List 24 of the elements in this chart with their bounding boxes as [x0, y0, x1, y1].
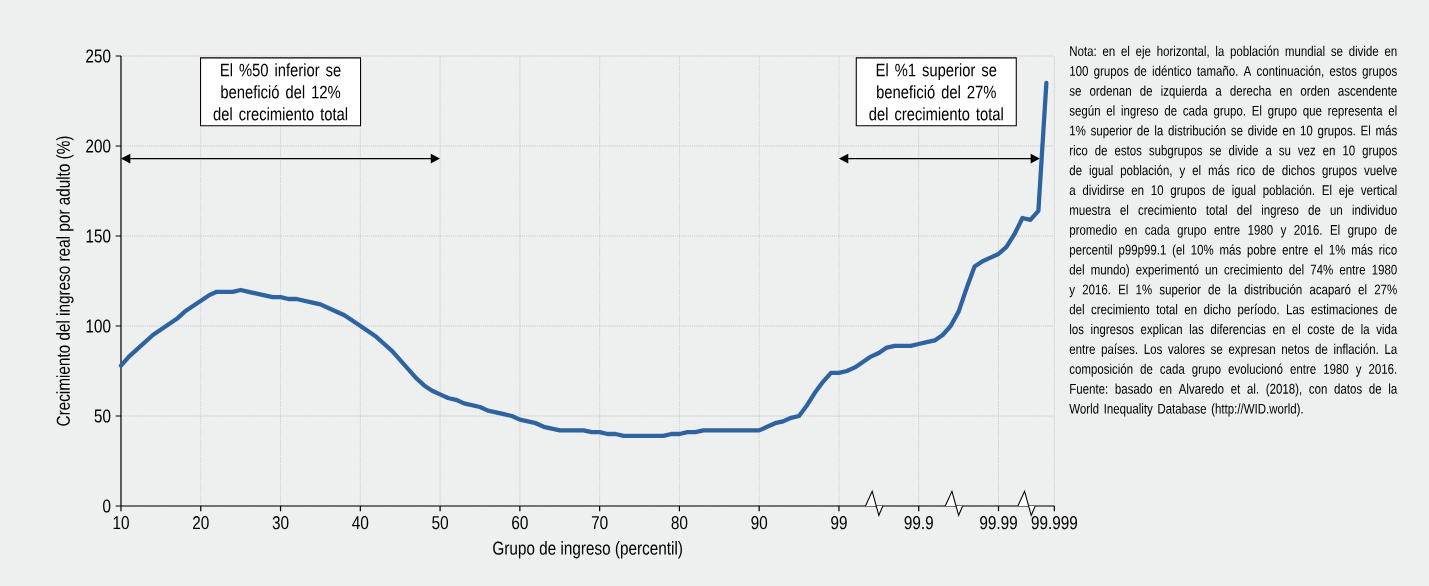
x-tick-label: 80: [671, 516, 688, 530]
y-tick-label: 250: [86, 49, 111, 63]
x-tick-label: 10: [113, 516, 129, 530]
annotation: El %1 superior se benefició del 27% del crecimiento total: [869, 63, 1003, 121]
x-tick-label: 20: [193, 516, 209, 530]
x-axis-title: Grupo de ingreso (percentil): [493, 541, 682, 559]
x-tick-label: 90: [751, 516, 768, 530]
y-tick-label: 50: [94, 409, 111, 423]
x-tick-label: 60: [512, 516, 528, 530]
x-tick-label: 99.99: [980, 516, 1017, 530]
y-axis-title: Crecimiento del ingreso real por adulto (%): [56, 136, 74, 426]
x-tick-label: 99.9: [904, 516, 933, 530]
text: Nota: en el eje horizontal, la población mundial se divide en 100 grupos de idéntico tamaño. A continuación, estos grupos se ordenan de izquierda a derecha en orden ascendente según el ingreso de cada grupo. El grupo que representa el 1% superior de la distribución se divide en 10 grupos. El más rico de estos subgrupos se divide a su vez en 10 grupos de igual población, y el más rico de dichos grupos vuelve a dividirse en 10 grupos de igual población. El eje vertical muestra el crecimiento total del ingreso de un individuo promedio en cada grupo entre 1980 y 2016. El grupo de percentil p99p99.1 (el 10% más pobre entre el 1% más rico del mundo) experimentó un crecimiento del 74% entre 1980 y 2016. El 1% superior de la distribución acaparó el 27% del crecimiento total en dicho período. Las estimaciones de los ingresos explican las diferencias en el coste de la vida entre países. Los valores se expresan netos de inflación. La composición de cada grupo evolucionó entre 1980 y 2016. Fuente: basado en Alvaredo et al. (2018), con datos de la World Inequality Database (http://WID.world).: [1069, 45, 1398, 417]
y-tick-label: 100: [86, 319, 111, 333]
x-tick-label: 40: [352, 516, 369, 530]
y-tick-label: 0: [103, 499, 111, 513]
annotation: El %50 inferior se benefició del 12% del crecimiento total: [213, 63, 348, 121]
x-tick-label: 99.999: [1031, 516, 1078, 530]
y-tick-label: 200: [86, 139, 111, 153]
y-tick-label: 150: [86, 229, 111, 243]
x-tick-label: 30: [272, 516, 289, 530]
x-tick-label: 99: [831, 516, 847, 530]
x-tick-label: 70: [591, 516, 608, 530]
x-tick-label: 50: [432, 516, 449, 530]
